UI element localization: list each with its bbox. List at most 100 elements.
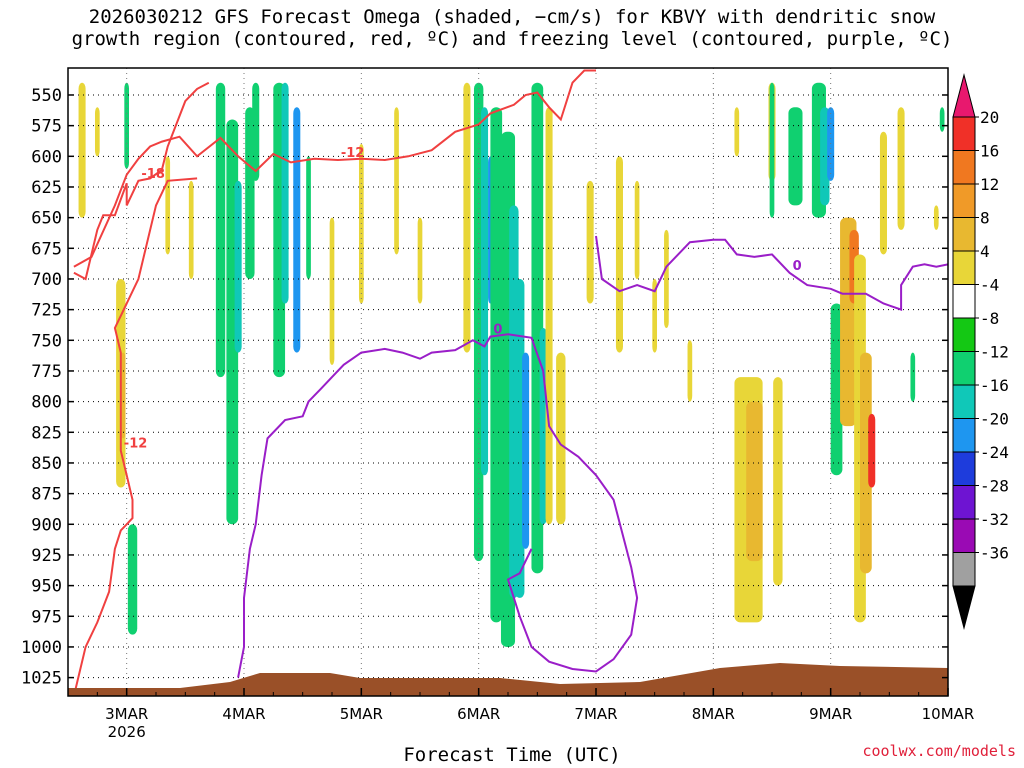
chart-title: 2026030212 GFS Forecast Omega (shaded, −…: [71, 6, 953, 50]
contour-label: 0: [793, 259, 802, 274]
omega-blob: [773, 377, 783, 586]
y-tick-label: 800: [31, 393, 62, 413]
y-tick-label: 650: [31, 209, 62, 229]
x-tick-label: 10MAR: [922, 705, 975, 723]
contour-label: -12: [124, 437, 148, 452]
y-tick-label: 550: [31, 86, 62, 106]
omega-blob: [94, 107, 100, 157]
colorbar: 20 16 12 8 4 -4 -8 -12 -16 -20 -24 -28 -32 -36: [952, 73, 1009, 630]
omega-blob: [586, 180, 594, 304]
omega-blob: [910, 352, 916, 402]
omega-blob: [215, 82, 226, 378]
y-tick-label: 775: [31, 362, 62, 382]
colorbar-swatch: [952, 317, 976, 352]
terrain-ground: [68, 663, 948, 696]
colorbar-swatch: [952, 384, 976, 419]
colorbar-swatch: [952, 518, 976, 553]
omega-blob: [394, 107, 399, 255]
contour-label: -18: [141, 167, 165, 182]
x-tick-label: 6MAR: [457, 705, 500, 723]
colorbar-label: 20: [980, 108, 999, 127]
omega-blob: [539, 328, 547, 525]
contour-label: 0: [493, 323, 502, 338]
omega-blob: [293, 107, 301, 353]
omega-blob: [897, 107, 905, 230]
omega-blob: [252, 82, 260, 181]
omega-blob: [120, 352, 126, 439]
contour-line: [237, 333, 639, 678]
x-axis-label: Forecast Time (UTC): [403, 744, 621, 766]
omega-blob: [234, 180, 242, 353]
colorbar-top-arrow: [952, 73, 976, 118]
omega-blob: [788, 107, 803, 206]
colorbar-label: -4: [980, 276, 999, 295]
y-axis: 550 575 600 625 650 675 700 725 750 775 800 825 850 8…: [21, 86, 948, 689]
x-tick-label: 9MAR: [809, 705, 852, 723]
x-tick-label: 7MAR: [574, 705, 617, 723]
y-tick-label: 1025: [21, 669, 62, 689]
colorbar-swatch: [952, 552, 976, 587]
omega-blob: [879, 131, 887, 255]
colorbar-swatch: [952, 418, 976, 453]
omega-blob: [687, 340, 693, 402]
omega-blob: [769, 82, 775, 218]
omega-blob: [939, 107, 945, 132]
colorbar-bottom-arrow: [952, 585, 976, 630]
colorbar-swatch: [952, 183, 976, 218]
colorbar-label: -8: [980, 309, 999, 328]
y-tick-label: 700: [31, 270, 62, 290]
colorbar-label: 8: [980, 209, 990, 228]
omega-blob: [664, 229, 669, 329]
colorbar-label: 16: [980, 142, 999, 161]
omega-blob: [165, 156, 171, 255]
omega-blob: [652, 278, 658, 353]
colorbar-swatch: [952, 351, 976, 386]
omega-blob: [545, 107, 553, 525]
omega-blob: [515, 278, 525, 598]
colorbar-swatch: [952, 451, 976, 486]
y-tick-label: 575: [31, 117, 62, 137]
omega-blob: [746, 401, 763, 562]
colorbar-swatch: [952, 116, 976, 151]
colorbar-label: 12: [980, 175, 999, 194]
omega-blob: [481, 107, 489, 476]
omega-shading: [78, 82, 945, 647]
omega-blob: [127, 524, 138, 635]
y-tick-label: 825: [31, 423, 62, 443]
omega-blob: [188, 180, 194, 279]
omega-blob: [463, 82, 471, 353]
omega-blob: [634, 180, 640, 279]
y-tick-label: 975: [31, 607, 62, 627]
x-tick-label: 4MAR: [222, 705, 265, 723]
x-tick-label: 3MAR: [105, 705, 148, 723]
omega-blob: [615, 156, 623, 353]
omega-blob: [78, 82, 86, 218]
x-tick-label: 5MAR: [340, 705, 383, 723]
colorbar-label: -20: [980, 410, 1009, 429]
contour-label: -12: [341, 146, 365, 161]
omega-blob: [329, 217, 335, 365]
y-tick-label: 725: [31, 301, 62, 321]
y-tick-label: 950: [31, 577, 62, 597]
x-tick-label: 8MAR: [692, 705, 735, 723]
y-tick-label: 1000: [21, 638, 62, 658]
omega-blob: [734, 107, 740, 157]
colorbar-swatch: [952, 284, 976, 319]
y-tick-label: 600: [31, 147, 62, 167]
omega-blob: [860, 352, 872, 574]
omega-blob: [490, 107, 503, 623]
omega-blob: [473, 82, 484, 562]
omega-blob: [868, 413, 876, 488]
contour-line: [73, 81, 210, 281]
contour-line: [595, 235, 948, 312]
omega-blob: [933, 205, 939, 230]
colorbar-label: -12: [980, 343, 1009, 362]
colorbar-label: -24: [980, 443, 1009, 462]
colorbar-swatch: [952, 217, 976, 252]
y-tick-label: 850: [31, 454, 62, 474]
x-tick-year: 2026: [108, 723, 146, 741]
y-tick-label: 625: [31, 178, 62, 198]
y-tick-label: 900: [31, 515, 62, 535]
